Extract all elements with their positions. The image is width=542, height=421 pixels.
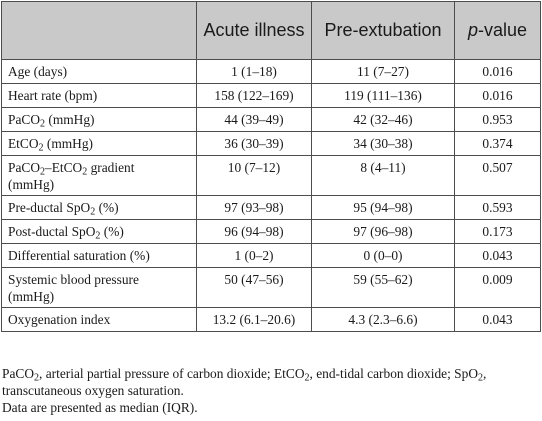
table-row: Differential saturation (%) 1 (0–2) 0 (0… xyxy=(1,243,541,268)
acute-value: 44 (39–49) xyxy=(196,107,312,132)
p-value: 0.043 xyxy=(454,307,541,332)
header-row: Acute illness Pre-extubation p-value xyxy=(1,1,541,60)
acute-value: 1 (0–2) xyxy=(196,243,312,268)
row-label: Pre-ductal SpO2 (%) xyxy=(1,195,197,220)
table-row: Systemic blood pressure (mmHg) 50 (47–56)… xyxy=(1,267,541,308)
row-label: PaCO2–EtCO2 gradient (mmHg) xyxy=(1,155,197,196)
data-table: Acute illness Pre-extubation p-value Age… xyxy=(1,1,541,332)
table-row: Heart rate (bpm) 158 (122–169) 119 (111–… xyxy=(1,83,541,108)
abbreviations-note: PaCO2, arterial partial pressure of carb… xyxy=(2,366,487,398)
p-value: 0.953 xyxy=(454,107,541,132)
row-label: Systemic blood pressure (mmHg) xyxy=(1,267,197,308)
acute-value: 50 (47–56) xyxy=(196,267,312,308)
pre-value: 4.3 (2.3–6.6) xyxy=(311,307,455,332)
p-value: 0.043 xyxy=(454,243,541,268)
p-value: 0.173 xyxy=(454,219,541,244)
data-presentation-note: Data are presented as median (IQR). xyxy=(2,400,198,415)
row-label: Oxygenation index xyxy=(1,307,197,332)
header-p-value: p-value xyxy=(454,1,541,60)
row-label: Post-ductal SpO2 (%) xyxy=(1,219,197,244)
p-value: 0.016 xyxy=(454,59,541,84)
table-row: Pre-ductal SpO2 (%) 97 (93–98) 95 (94–98… xyxy=(1,195,541,220)
acute-value: 13.2 (6.1–20.6) xyxy=(196,307,312,332)
table-row: Oxygenation index 13.2 (6.1–20.6) 4.3 (2… xyxy=(1,307,541,332)
header-acute-illness: Acute illness xyxy=(196,1,312,60)
acute-value: 96 (94–98) xyxy=(196,219,312,244)
acute-value: 158 (122–169) xyxy=(196,83,312,108)
pre-value: 34 (30–38) xyxy=(311,131,455,156)
pre-value: 11 (7–27) xyxy=(311,59,455,84)
row-label: EtCO2 (mmHg) xyxy=(1,131,197,156)
table-footnote: PaCO2, arterial partial pressure of carb… xyxy=(2,365,540,416)
table-row: Age (days) 1 (1–18) 11 (7–27) 0.016 xyxy=(1,59,541,84)
p-value: 0.374 xyxy=(454,131,541,156)
row-label: PaCO2 (mmHg) xyxy=(1,107,197,132)
p-value: 0.593 xyxy=(454,195,541,220)
row-label: Differential saturation (%) xyxy=(1,243,197,268)
pre-value: 119 (111–136) xyxy=(311,83,455,108)
pre-value: 42 (32–46) xyxy=(311,107,455,132)
table-row: Post-ductal SpO2 (%) 96 (94–98) 97 (96–9… xyxy=(1,219,541,244)
pre-value: 95 (94–98) xyxy=(311,195,455,220)
pre-value: 97 (96–98) xyxy=(311,219,455,244)
acute-value: 97 (93–98) xyxy=(196,195,312,220)
pre-value: 0 (0–0) xyxy=(311,243,455,268)
table-row: EtCO2 (mmHg) 36 (30–39) 34 (30–38) 0.374 xyxy=(1,131,541,156)
table-row: PaCO2 (mmHg) 44 (39–49) 42 (32–46) 0.953 xyxy=(1,107,541,132)
row-label: Heart rate (bpm) xyxy=(1,83,197,108)
p-value: 0.507 xyxy=(454,155,541,196)
p-value: 0.009 xyxy=(454,267,541,308)
acute-value: 36 (30–39) xyxy=(196,131,312,156)
row-label: Age (days) xyxy=(1,59,197,84)
acute-value: 10 (7–12) xyxy=(196,155,312,196)
acute-value: 1 (1–18) xyxy=(196,59,312,84)
header-p-italic: p xyxy=(467,20,478,40)
p-value: 0.016 xyxy=(454,83,541,108)
header-blank xyxy=(1,1,197,60)
pre-value: 59 (55–62) xyxy=(311,267,455,308)
header-p-rest: -value xyxy=(477,20,528,40)
table-row: PaCO2–EtCO2 gradient (mmHg) 10 (7–12) 8 (… xyxy=(1,155,541,196)
pre-value: 8 (4–11) xyxy=(311,155,455,196)
header-pre-extubation: Pre-extubation xyxy=(311,1,455,60)
